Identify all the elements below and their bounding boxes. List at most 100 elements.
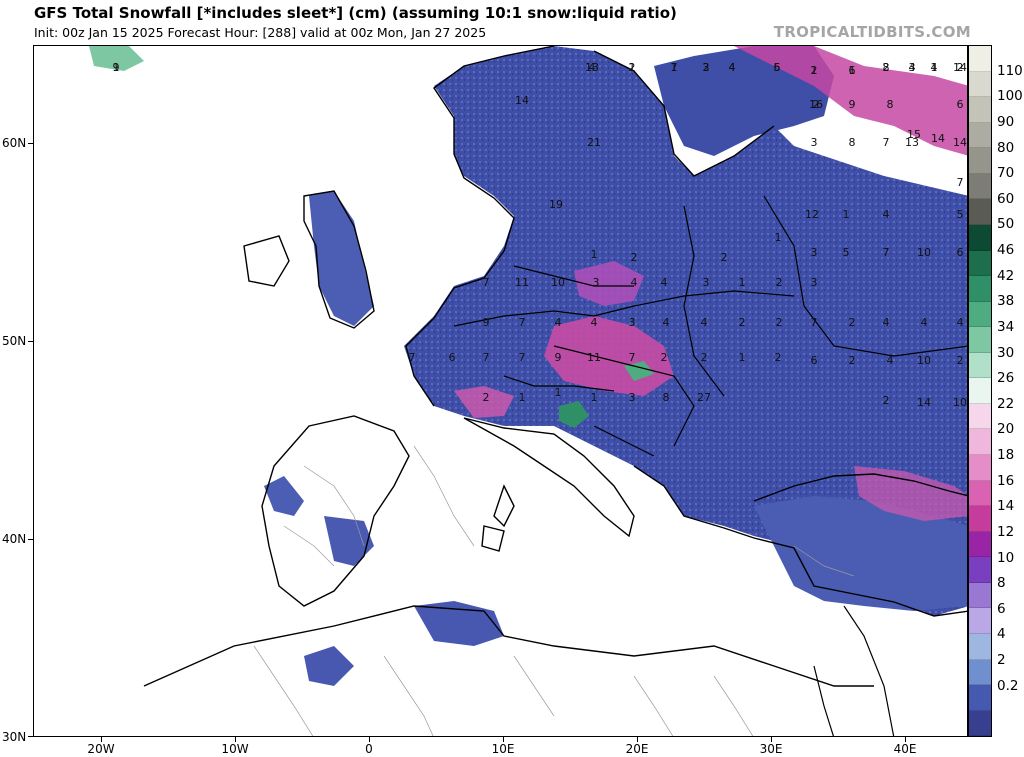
snowfall-value: 2 [483, 391, 490, 404]
colorbar-swatch [969, 710, 991, 737]
snowfall-value: 2 [957, 61, 964, 74]
snowfall-value: 2 [739, 316, 746, 329]
colorbar-label: 42 [997, 267, 1015, 284]
snowfall-value: 2 [883, 61, 890, 74]
lat-tick-60 [28, 143, 33, 144]
colorbar-swatch [969, 659, 991, 686]
snowfall-value: 5 [843, 246, 850, 259]
snowfall-value: 2 [883, 394, 890, 407]
snowfall-value: 6 [957, 246, 964, 259]
snowfall-value: 21 [587, 136, 601, 149]
snowfall-value: 2 [701, 351, 708, 364]
colorbar-label: 110 [997, 62, 1023, 79]
lon-tick-20w [101, 737, 102, 742]
snowfall-value: 2 [776, 276, 783, 289]
brand-watermark: TROPICALTIDBITS.COM [773, 23, 971, 41]
colorbar-swatch [969, 633, 991, 660]
lon-label-30e: 30E [759, 742, 783, 756]
snowfall-value: 2 [661, 351, 668, 364]
colorbar-swatch [969, 608, 991, 634]
snowfall-value: 2 [776, 316, 783, 329]
colorbar-swatch [969, 199, 991, 225]
snowfall-value: 14 [515, 94, 529, 107]
colorbar-label: 0.2 [997, 677, 1019, 694]
colorbar-label: 38 [997, 293, 1015, 310]
snowfall-value: 1 [849, 64, 856, 77]
snowfall-value: 7 [483, 276, 490, 289]
snowfall-value: 10 [551, 276, 565, 289]
snowfall-value: 6 [811, 354, 818, 367]
snowfall-value: 3 [629, 391, 636, 404]
snowfall-value: 7 [883, 246, 890, 259]
snowfall-value: 7 [629, 351, 636, 364]
snowfall-value: 1 [591, 248, 598, 261]
colorbar-swatch [969, 46, 991, 72]
lon-tick-10w [235, 737, 236, 742]
snowfall-value: 3 [811, 136, 818, 149]
snowfall-value: 7 [519, 316, 526, 329]
colorbar-swatch [969, 276, 991, 302]
snowfall-value: 4 [661, 276, 668, 289]
snowfall-value: 16 [809, 98, 823, 111]
lon-tick-0 [369, 737, 370, 742]
colorbar-swatch [969, 685, 991, 711]
snowfall-value: 4 [589, 61, 596, 74]
colorbar-swatch [969, 506, 991, 532]
colorbar-label: 16 [997, 472, 1015, 489]
lat-label-30n: 30N [2, 730, 27, 744]
snowfall-value: 2 [957, 354, 964, 367]
colorbar-swatch [969, 97, 991, 123]
lon-label-10w: 10W [221, 742, 249, 756]
colorbar-swatch [969, 122, 991, 149]
snowfall-value: 4 [887, 354, 894, 367]
lon-label-20e: 20E [625, 742, 649, 756]
colorbar-label: 22 [997, 395, 1015, 412]
snowfall-value: 4 [957, 316, 964, 329]
snowfall-value: 3 [629, 316, 636, 329]
snowfall-value: 4 [555, 316, 562, 329]
snowfall-value: 1 [671, 61, 678, 74]
snowfall-value: 2 [813, 98, 820, 111]
lat-label-50n: 50N [2, 334, 27, 348]
lon-tick-20e [637, 737, 638, 742]
snowfall-value: 1 [629, 61, 636, 74]
snowfall-value: 14 [931, 132, 945, 145]
snowfall-value: 14 [917, 396, 931, 409]
colorbar-swatch [969, 403, 991, 430]
snowfall-value: 4 [663, 316, 670, 329]
snowfall-value: 2 [849, 316, 856, 329]
colorbar-label: 4 [997, 626, 1006, 643]
colorbar-swatch [969, 531, 991, 558]
snowfall-value: 6 [774, 61, 781, 74]
snowfall-value: 1 [739, 276, 746, 289]
colorbar-label: 60 [997, 190, 1015, 207]
snowfall-value: 3 [811, 246, 818, 259]
colorbar-label: 100 [997, 88, 1023, 105]
snowfall-value: 1 [739, 351, 746, 364]
colorbar-swatch [969, 250, 991, 277]
snowfall-value: 6 [957, 98, 964, 111]
snowfall-value: 10 [917, 246, 931, 259]
colorbar-swatch [969, 455, 991, 481]
admin-borders [253, 445, 855, 736]
snowfall-value: 1 [931, 61, 938, 74]
snowfall-value: 8 [849, 136, 856, 149]
colorbar-label: 90 [997, 113, 1015, 130]
snowfall-value: 19 [549, 198, 563, 211]
snowfall-value: 4 [631, 276, 638, 289]
snowfall-value: 10 [953, 396, 967, 409]
snowfall-value: 4 [729, 61, 736, 74]
snowfall-value: 7 [409, 351, 416, 364]
snowfall-map[interactable]: 1 4 2 1 2 4 6 1 1 8 4 4 14 16 9 8 15 6 14 3 8 7 13 14 14 21 19 1 2 2 1… [33, 45, 968, 737]
snowfall-value: 15 [907, 128, 921, 141]
snowfall-value: 27 [697, 391, 711, 404]
snowfall-value: 13 [585, 61, 599, 74]
lon-label-10e: 10E [491, 742, 515, 756]
snowfall-value: 7 [483, 351, 490, 364]
snowfall-value: 3 [811, 276, 818, 289]
snowfall-value: 7 [957, 176, 964, 189]
snowfall-value: 2 [703, 61, 710, 74]
colorbar-swatch [969, 352, 991, 379]
country-borders [453, 195, 967, 736]
